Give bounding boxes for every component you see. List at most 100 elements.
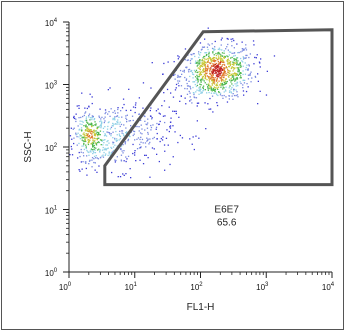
event-dot [203, 46, 206, 48]
event-dot [243, 94, 245, 96]
event-dot [217, 66, 219, 68]
event-dot [132, 119, 134, 122]
event-dot [107, 125, 109, 128]
event-dot [212, 81, 214, 83]
event-dot [96, 126, 98, 128]
event-dot [181, 73, 183, 75]
event-dot [236, 43, 238, 45]
event-dot [225, 82, 228, 84]
event-dot [201, 64, 203, 66]
event-dot [192, 86, 194, 89]
event-dot [242, 73, 244, 76]
event-dot [245, 69, 247, 71]
event-dot [243, 49, 245, 51]
event-dot [210, 60, 212, 62]
event-dot [121, 130, 123, 132]
event-dot [93, 155, 96, 158]
event-dot [109, 87, 111, 89]
event-dot [241, 48, 243, 50]
event-dot [273, 55, 276, 57]
event-dot [198, 90, 201, 92]
event-dot [209, 87, 211, 90]
event-dot [91, 133, 93, 135]
event-dot [221, 82, 223, 85]
event-dot [164, 169, 166, 171]
event-dot [129, 120, 132, 122]
event-dot [84, 112, 86, 114]
event-dot [83, 143, 85, 145]
event-dot [102, 156, 105, 158]
event-dot [85, 133, 87, 135]
event-dot [228, 60, 230, 62]
event-dot [223, 84, 225, 86]
event-dot [141, 138, 144, 141]
event-dot [99, 108, 101, 110]
event-dot [134, 111, 136, 114]
event-dot [110, 108, 112, 110]
event-dot [194, 76, 197, 78]
event-dot [237, 52, 239, 54]
event-dot [235, 64, 238, 66]
event-dot [174, 131, 176, 133]
event-dot [100, 124, 102, 126]
event-dot [223, 91, 225, 93]
event-dot [259, 90, 261, 92]
event-dot [216, 74, 218, 76]
event-dot [120, 160, 123, 162]
event-dot [85, 116, 88, 118]
event-dot [198, 53, 200, 55]
event-dot [240, 75, 242, 77]
event-dot [186, 88, 188, 90]
event-dot [183, 71, 185, 73]
event-dot [230, 38, 232, 40]
gate-e6e7-polygon[interactable] [103, 28, 334, 187]
event-dot [121, 150, 123, 152]
event-dot [199, 62, 201, 64]
event-dot [235, 85, 237, 87]
event-dot [213, 57, 216, 59]
event-dot [195, 85, 198, 88]
event-dot [204, 55, 206, 58]
event-dot [242, 48, 244, 50]
event-dot [194, 71, 197, 73]
event-dot [103, 118, 105, 120]
event-dot [117, 119, 119, 121]
event-dot [226, 60, 228, 62]
event-dot [81, 139, 83, 141]
event-dot [245, 49, 248, 51]
event-dot [228, 74, 230, 77]
event-dot [106, 128, 109, 130]
event-dot [110, 152, 112, 154]
event-dot [240, 64, 242, 66]
event-dot [146, 137, 148, 139]
event-dot [89, 129, 91, 131]
event-dot [120, 159, 122, 161]
event-dot [197, 67, 199, 69]
event-dot [95, 123, 97, 125]
event-dot [226, 101, 229, 103]
event-dot [114, 116, 116, 118]
event-dot [88, 136, 90, 138]
event-dot [82, 140, 84, 142]
event-dot [167, 144, 169, 146]
event-dot [206, 92, 208, 94]
event-dot [197, 102, 200, 104]
event-dot [233, 62, 235, 64]
event-dot [193, 69, 196, 72]
event-dot [92, 150, 94, 152]
event-dot [206, 69, 209, 71]
gate-name-label: E6E7 [214, 204, 239, 215]
event-dot [236, 57, 238, 59]
event-dot [103, 149, 105, 151]
event-dot [195, 60, 197, 62]
event-dot [85, 140, 87, 143]
event-dot [232, 84, 234, 87]
event-dot [220, 77, 222, 79]
event-dot [193, 148, 195, 151]
event-dot [149, 138, 151, 140]
event-dot [211, 88, 213, 91]
event-dot [190, 99, 192, 101]
event-dot [221, 80, 223, 82]
event-dot [175, 87, 177, 89]
event-dot [235, 94, 237, 97]
